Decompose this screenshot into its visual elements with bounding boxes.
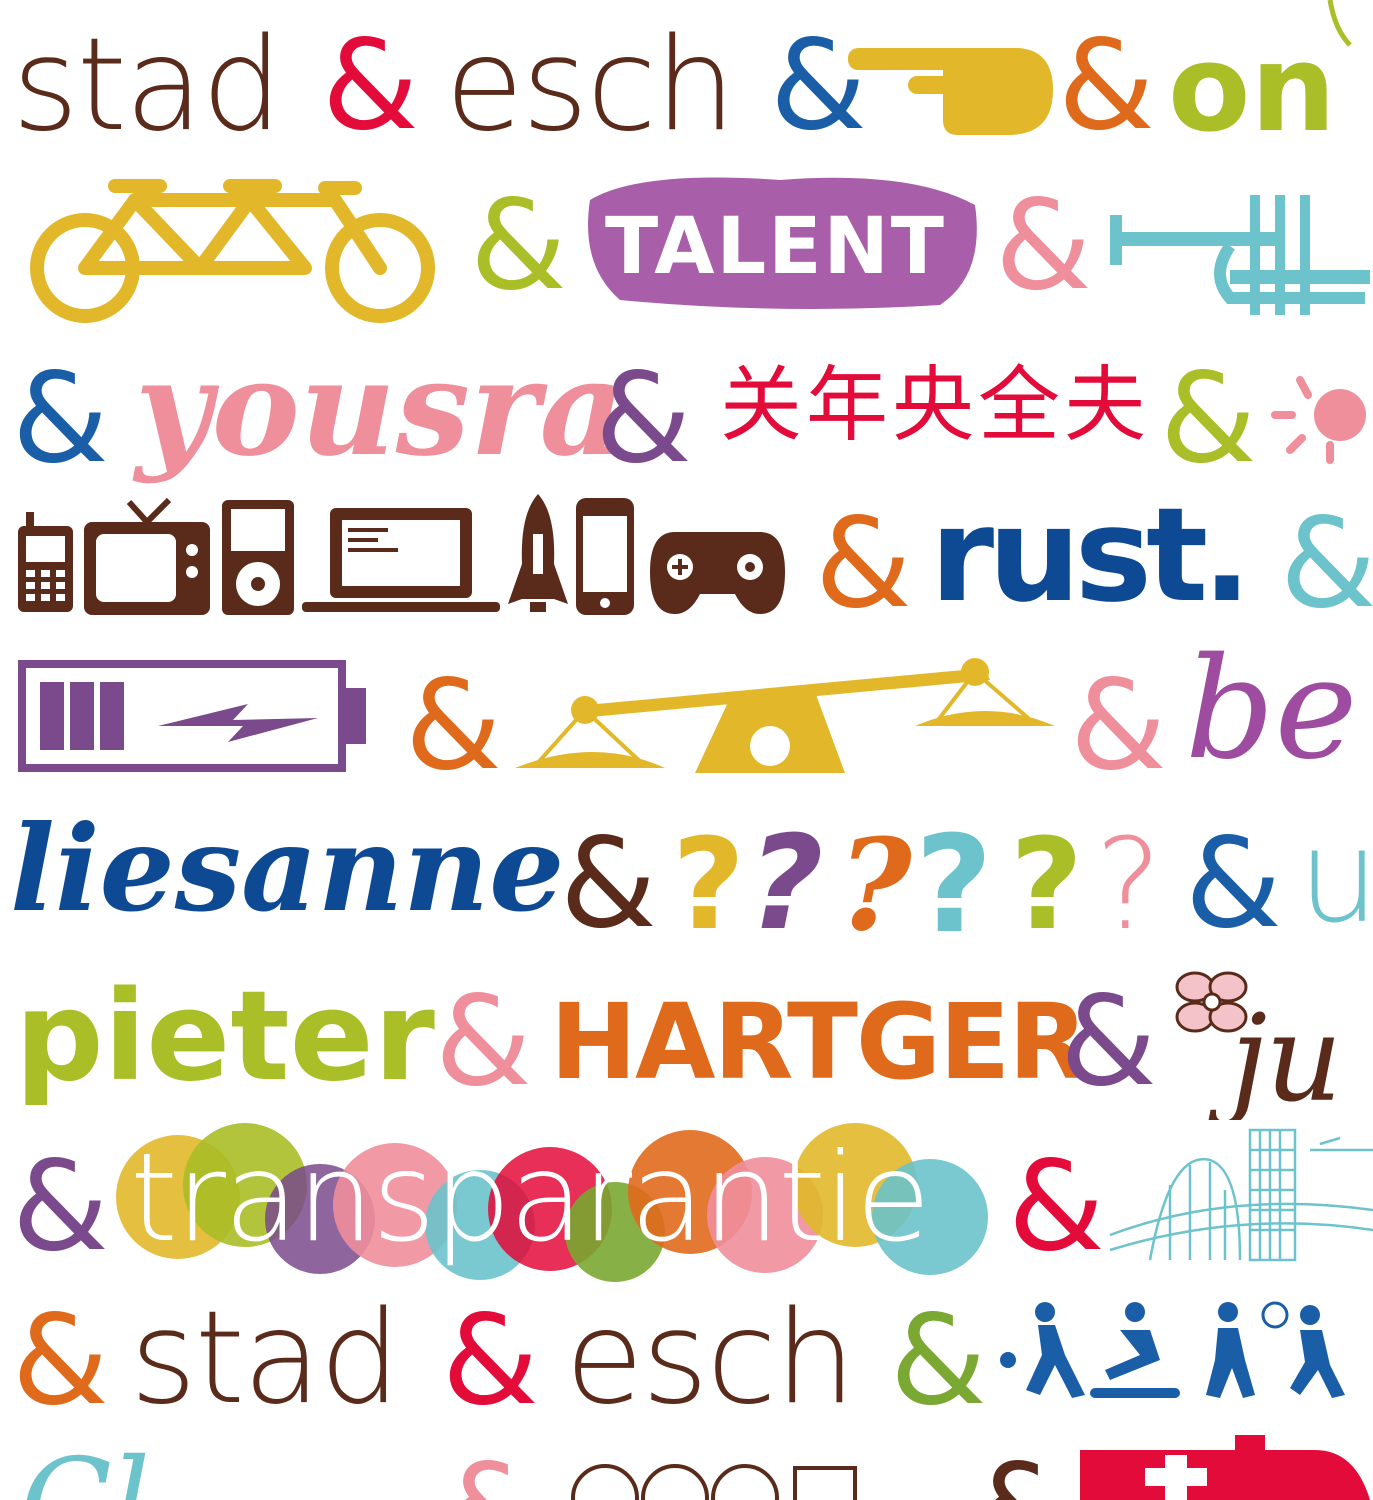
row-1: stad & esch & & on bbox=[0, 0, 1373, 160]
ampersand: & bbox=[770, 14, 867, 158]
paint-brush-bg bbox=[588, 177, 977, 309]
word-hartger: HARTGER bbox=[550, 981, 1088, 1103]
word-liesanne: liesanne bbox=[10, 800, 565, 938]
rocket-icon bbox=[508, 494, 568, 612]
word-yousra: yousra bbox=[135, 335, 626, 486]
ampersand: & bbox=[890, 1289, 987, 1430]
chinese-characters: 关年央全夫 bbox=[720, 358, 1151, 453]
sports-people-icon bbox=[1000, 1301, 1345, 1398]
word-stad: stad bbox=[130, 1285, 401, 1430]
word-be: be bbox=[1185, 630, 1358, 791]
question-mark: ? bbox=[1095, 811, 1162, 958]
word-pieter: pieter bbox=[15, 965, 435, 1109]
ambulance-icon bbox=[1080, 1435, 1370, 1500]
plug-icon bbox=[1327, 0, 1352, 47]
word-rust: rust. bbox=[930, 490, 1252, 630]
battery-icon bbox=[18, 660, 366, 772]
ampersand: & bbox=[470, 174, 567, 318]
tv-icon bbox=[84, 497, 210, 615]
word-cl: Cl bbox=[20, 1444, 150, 1500]
question-mark: ? bbox=[838, 811, 912, 959]
city-skyline-icon bbox=[1109, 1128, 1373, 1262]
smartphone-icon bbox=[576, 498, 634, 615]
trumpet-icon bbox=[1110, 195, 1370, 315]
question-mark: ? bbox=[1010, 811, 1084, 958]
ampersand: & bbox=[12, 1135, 109, 1279]
outline-letters bbox=[571, 1464, 857, 1500]
ampersand: & bbox=[1160, 347, 1257, 491]
row-8: & transparantie & bbox=[0, 1115, 1373, 1285]
row-4: & rust. & bbox=[0, 490, 1373, 630]
word-esch: esch bbox=[565, 1285, 856, 1430]
ampersand: & bbox=[1058, 14, 1155, 158]
row-3: & yousra & 关年央全夫 & bbox=[0, 335, 1373, 500]
row-6: liesanne & ? ? ? ? ? ? & u bbox=[0, 800, 1373, 960]
question-mark: ? bbox=[748, 807, 824, 959]
ampersand: & bbox=[595, 347, 692, 491]
tandem-bicycle-icon bbox=[30, 179, 435, 323]
ampersand: & bbox=[445, 1448, 542, 1500]
word-stad: stad bbox=[12, 11, 283, 160]
pointing-hand-icon bbox=[848, 48, 1053, 135]
row-9: & stad & esch & bbox=[0, 1285, 1373, 1430]
ampersand: & bbox=[322, 14, 419, 158]
ampersand: & bbox=[975, 1448, 1072, 1500]
ampersand: & bbox=[1280, 492, 1373, 630]
flower-icon bbox=[1175, 971, 1248, 1033]
word-talent: TALENT bbox=[605, 202, 946, 292]
ipod-icon bbox=[222, 500, 294, 615]
ampersand: & bbox=[1185, 812, 1282, 956]
ampersand: & bbox=[442, 1289, 539, 1430]
word-u: u bbox=[1298, 803, 1373, 952]
ampersand: & bbox=[995, 174, 1092, 318]
row-5: & & be bbox=[0, 630, 1373, 800]
ampersand: & bbox=[12, 347, 109, 491]
ampersand: & bbox=[1060, 970, 1157, 1114]
row-2: & TALENT & bbox=[0, 160, 1373, 335]
laptop-icon bbox=[302, 508, 500, 612]
question-mark: ? bbox=[915, 807, 993, 960]
gamepad-icon bbox=[650, 532, 785, 614]
scale-icon bbox=[515, 658, 1055, 773]
sun-icon bbox=[1271, 376, 1366, 464]
ampersand: & bbox=[560, 812, 657, 956]
word-transparantie: transparantie bbox=[130, 1127, 931, 1269]
row-7: pieter & HARTGER & ju bbox=[0, 960, 1373, 1120]
ampersand: & bbox=[12, 1289, 109, 1430]
color-circles bbox=[116, 1123, 988, 1282]
word-ju: ju bbox=[1230, 990, 1342, 1120]
ampersand: & bbox=[815, 492, 912, 630]
word-esch: esch bbox=[445, 11, 736, 160]
word-on: on bbox=[1168, 20, 1336, 159]
row-10: Cl & & bbox=[0, 1430, 1373, 1500]
ampersand: & bbox=[405, 654, 502, 798]
ampersand: & bbox=[435, 970, 532, 1114]
phone-icon bbox=[18, 512, 73, 612]
ampersand: & bbox=[1008, 1135, 1105, 1279]
ampersand: & bbox=[1070, 654, 1167, 798]
question-mark: ? bbox=[672, 811, 746, 958]
